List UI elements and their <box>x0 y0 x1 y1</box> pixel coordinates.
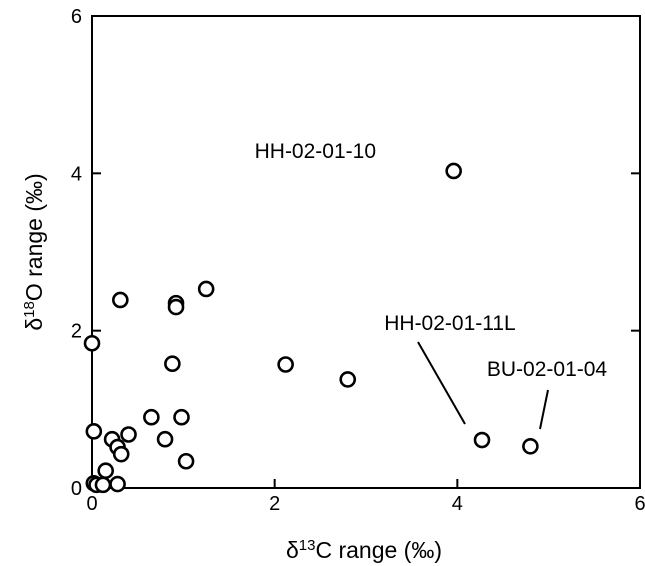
annotations: HH-02-01-10 HH-02-01-11L BU-02-01-04 <box>255 140 608 430</box>
data-point <box>167 298 185 316</box>
data-point <box>83 334 101 352</box>
annotation-label: BU-02-01-04 <box>487 358 608 381</box>
y-axis-label: δ18O range (‰) <box>21 173 47 330</box>
data-point <box>156 430 174 448</box>
data-point <box>177 452 195 470</box>
y-tick-label: 6 <box>71 6 82 28</box>
data-point <box>277 356 294 373</box>
y-tick-label: 2 <box>71 321 82 343</box>
x-tick-label: 6 <box>634 493 645 515</box>
data-point <box>445 162 462 180</box>
data-point <box>339 371 357 388</box>
data-point <box>85 423 103 440</box>
data-point <box>197 280 215 298</box>
plot-frame <box>91 15 641 489</box>
data-point <box>112 445 130 463</box>
data-points <box>83 162 539 494</box>
y-tick-label: 4 <box>71 163 82 185</box>
x-axis-label: δ13C range (‰) <box>286 537 442 563</box>
y-tick-label: 0 <box>71 478 82 500</box>
data-point <box>173 408 190 426</box>
data-point <box>109 475 126 493</box>
axis-ticks: 0 2 4 6 0 2 4 6 <box>71 6 645 515</box>
data-point <box>522 438 539 455</box>
data-point <box>473 431 491 449</box>
x-tick-label: 2 <box>269 493 280 515</box>
data-point <box>94 476 112 494</box>
x-tick-label: 0 <box>86 493 97 515</box>
data-point <box>164 355 181 373</box>
annotation-label: HH-02-01-10 <box>255 140 376 163</box>
data-point <box>143 408 160 426</box>
x-tick-label: 4 <box>452 493 463 515</box>
annotation-label: HH-02-01-11L <box>384 312 516 335</box>
annotation-leader-line <box>417 341 466 425</box>
data-point <box>120 426 137 443</box>
annotation-leader-line <box>539 389 549 430</box>
data-point <box>112 291 129 309</box>
data-point <box>97 462 114 479</box>
